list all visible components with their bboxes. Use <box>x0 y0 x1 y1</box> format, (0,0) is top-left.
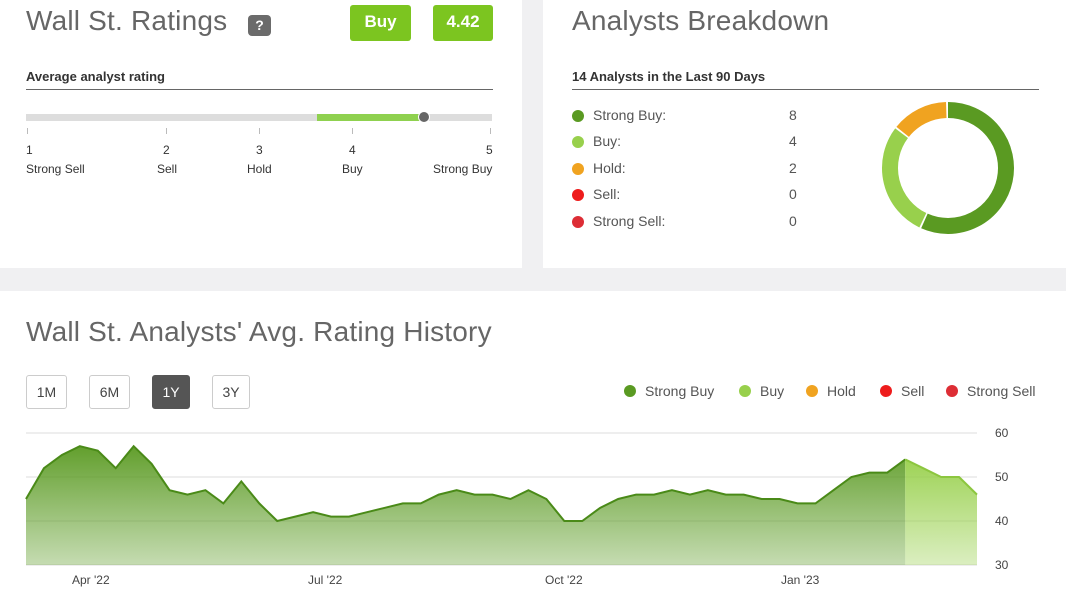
legend-hold[interactable]: Hold <box>806 383 856 399</box>
donut-slice-hold <box>896 102 947 138</box>
history-title: Wall St. Analysts' Avg. Rating History <box>26 316 492 347</box>
scale-number: 1 <box>26 143 33 157</box>
breakdown-title: Analysts Breakdown <box>572 5 830 36</box>
rating-track <box>26 114 492 121</box>
hold-dot <box>572 163 584 175</box>
x-tick-label: Apr '22 <box>72 573 110 587</box>
breakdown-count: 0 <box>789 186 797 202</box>
rating-track-fill <box>317 114 425 121</box>
legend-strong-buy[interactable]: Strong Buy <box>624 383 714 399</box>
recent-area-highlight <box>905 459 977 565</box>
breakdown-count: 4 <box>789 133 797 149</box>
y-tick-label: 60 <box>995 426 1009 440</box>
breakdown-label: Strong Buy: <box>593 107 667 123</box>
legend-label: Hold <box>827 383 856 399</box>
legend-sell[interactable]: Sell <box>880 383 924 399</box>
period-1y-button[interactable]: 1Y <box>152 375 190 409</box>
scale-label: Strong Buy <box>433 162 493 176</box>
analysts-breakdown-panel: Analysts Breakdown 14 Analysts in the La… <box>543 0 1066 268</box>
legend-label: Buy <box>760 383 785 399</box>
strong-buy-area <box>26 446 906 565</box>
scale-label: Hold <box>247 162 272 176</box>
legend-dot <box>946 385 958 397</box>
donut-slice-strong-buy <box>921 102 1014 234</box>
rating-marker <box>418 111 431 123</box>
ratings-title: Wall St. Ratings <box>26 5 228 36</box>
legend-dot <box>739 385 751 397</box>
y-tick-label: 40 <box>995 514 1009 528</box>
x-tick-label: Oct '22 <box>545 573 583 587</box>
legend-strong-sell[interactable]: Strong Sell <box>946 383 1035 399</box>
divider <box>26 89 493 90</box>
x-tick-label: Jan '23 <box>781 573 820 587</box>
y-tick-label: 30 <box>995 558 1009 572</box>
scale-label: Strong Sell <box>26 162 85 176</box>
breakdown-label: Sell: <box>593 186 621 202</box>
wall-st-ratings-panel: Wall St. Ratings ? Buy 4.42 Average anal… <box>0 0 522 268</box>
rating-badge: Buy <box>350 5 411 41</box>
scale-number: 2 <box>163 143 170 157</box>
breakdown-label: Buy: <box>593 133 622 149</box>
scale-tick <box>490 128 491 134</box>
scale-tick <box>166 128 167 134</box>
scale-label: Sell <box>157 162 178 176</box>
legend-label: Strong Buy <box>645 383 715 399</box>
scale-tick <box>259 128 260 134</box>
breakdown-count: 0 <box>789 213 797 229</box>
scale-number: 4 <box>349 143 356 157</box>
legend-label: Strong Sell <box>967 383 1036 399</box>
donut-slice-buy <box>882 128 927 228</box>
rating-history-chart <box>25 432 978 566</box>
strong-sell-dot <box>572 216 584 228</box>
sell-dot <box>572 189 584 201</box>
legend-buy[interactable]: Buy <box>739 383 784 399</box>
x-tick-label: Jul '22 <box>308 573 343 587</box>
rating-score-badge: 4.42 <box>433 5 493 41</box>
scale-number: 3 <box>256 143 263 157</box>
legend-dot <box>624 385 636 397</box>
scale-label: Buy <box>342 162 363 176</box>
breakdown-donut-chart <box>882 102 1014 234</box>
legend-dot <box>880 385 892 397</box>
legend-label: Sell <box>901 383 925 399</box>
legend-dot <box>806 385 818 397</box>
scale-tick <box>27 128 28 134</box>
period-6m-button[interactable]: 6M <box>89 375 130 409</box>
average-rating-subtitle: Average analyst rating <box>26 69 165 84</box>
breakdown-label: Hold: <box>593 160 626 176</box>
breakdown-count: 8 <box>789 107 797 123</box>
strong-buy-dot <box>572 110 584 122</box>
y-tick-label: 50 <box>995 470 1009 484</box>
buy-dot <box>572 136 584 148</box>
breakdown-count: 2 <box>789 160 797 176</box>
recent-line <box>904 458 978 496</box>
breakdown-subtitle: 14 Analysts in the Last 90 Days <box>572 69 766 84</box>
period-1m-button[interactable]: 1M <box>26 375 67 409</box>
divider <box>572 89 1039 90</box>
scale-tick <box>352 128 353 134</box>
period-3y-button[interactable]: 3Y <box>212 375 250 409</box>
help-icon[interactable]: ? <box>248 15 271 36</box>
strong-buy-line <box>25 444 906 523</box>
scale-number: 5 <box>486 143 493 157</box>
breakdown-label: Strong Sell: <box>593 213 666 229</box>
